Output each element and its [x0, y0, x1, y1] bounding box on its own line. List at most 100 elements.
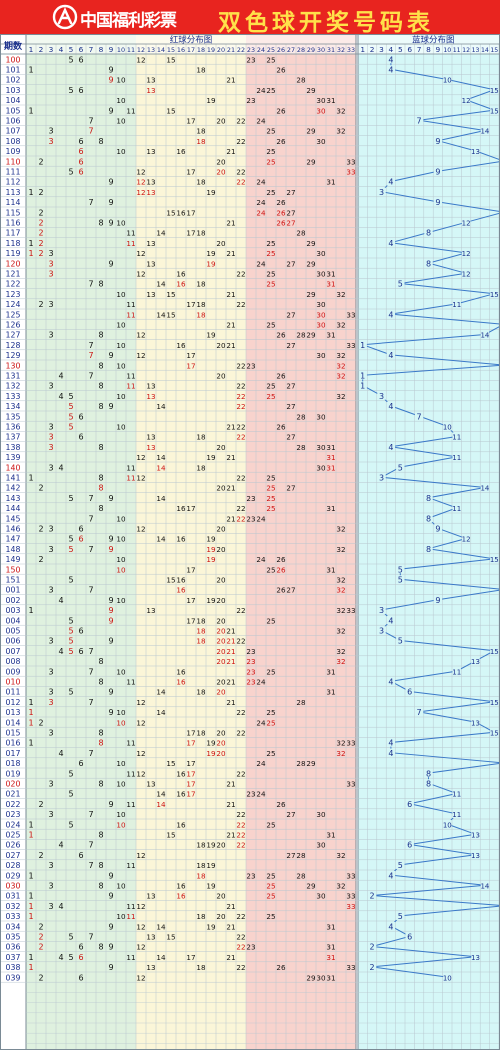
period-label: 138: [6, 443, 21, 452]
red-ball-number: 32: [336, 372, 345, 381]
red-ball-number: 25: [266, 484, 275, 493]
blue-ball-bg: [377, 605, 386, 614]
blue-col-header: 6: [407, 45, 412, 54]
period-label: 004: [6, 616, 21, 625]
blue-ball-number: 8: [426, 494, 431, 503]
period-label: 146: [6, 525, 21, 534]
red-ball-number: 30: [316, 810, 326, 819]
red-ball-number: 24: [256, 555, 266, 564]
red-ball-number: 25: [266, 280, 275, 289]
red-ball-number: 21: [226, 831, 235, 840]
red-ball-number: 29: [306, 759, 316, 768]
red-ball-number: 9: [108, 545, 113, 554]
red-ball-number: 16: [176, 667, 186, 676]
red-ball-number: 23: [246, 871, 255, 880]
red-ball-number: 9: [108, 351, 113, 360]
red-col-header: 14: [157, 46, 165, 54]
period-label: 015: [6, 729, 21, 738]
blue-ball-bg: [386, 401, 396, 410]
red-ball-number: 14: [156, 453, 166, 462]
blue-ball-bg: [424, 228, 433, 237]
period-label: 021: [6, 790, 21, 799]
blue-ball-number: 12: [462, 220, 471, 228]
red-ball-number: 11: [126, 106, 135, 115]
red-ball-number: 32: [336, 545, 345, 554]
blue-ball-number: 10: [443, 77, 452, 85]
red-ball-number: 5: [68, 637, 73, 646]
red-ball-number: 13: [146, 76, 155, 85]
red-ball-number: 13: [146, 178, 155, 187]
red-ball-number: 24: [256, 514, 266, 523]
red-ball-number: 18: [196, 637, 206, 646]
red-ball-number: 28: [296, 76, 306, 85]
red-ball-number: 9: [108, 708, 113, 717]
period-label: 130: [6, 361, 21, 370]
red-ball-number: 4: [58, 749, 63, 758]
red-col-header: 3: [49, 45, 54, 54]
blue-ball-number: 11: [452, 301, 461, 309]
red-ball-number: 6: [78, 759, 83, 768]
period-label: 100: [6, 55, 21, 64]
red-ball-number: 18: [196, 627, 206, 636]
red-ball-number: 20: [216, 657, 226, 666]
period-label: 117: [6, 229, 21, 238]
blue-ball-bg: [405, 799, 414, 808]
red-ball-number: 27: [286, 484, 295, 493]
red-ball-number: 22: [236, 402, 245, 411]
red-ball-number: 33: [346, 157, 355, 166]
blue-ball-bg: [367, 962, 377, 971]
red-ball-number: 2: [38, 851, 43, 860]
red-ball-number: 16: [176, 892, 186, 901]
red-ball-number: 32: [336, 127, 345, 136]
red-ball-number: 25: [266, 667, 275, 676]
blue-ball-bg: [471, 952, 480, 961]
blue-ball-bg: [414, 116, 424, 125]
red-ball-number: 12: [136, 851, 145, 860]
red-ball-number: 3: [48, 586, 53, 595]
red-ball-number: 25: [266, 820, 275, 829]
red-ball-number: 9: [108, 616, 113, 625]
red-ball-number: 20: [216, 341, 226, 350]
red-ball-number: 18: [196, 729, 206, 738]
red-ball-number: 25: [266, 55, 275, 64]
period-label: 116: [6, 219, 21, 228]
red-ball-number: 11: [126, 239, 135, 248]
red-ball-number: 26: [276, 66, 286, 75]
red-ball-number: 32: [336, 361, 345, 370]
period-label: 009: [6, 667, 21, 676]
red-ball-number: 3: [48, 882, 53, 891]
red-ball-number: 11: [126, 902, 135, 911]
red-ball-number: 27: [286, 310, 295, 319]
red-ball-number: 7: [88, 810, 93, 819]
red-ball-number: 29: [306, 973, 316, 982]
red-ball-number: 29: [306, 882, 316, 891]
red-ball-number: 9: [108, 606, 113, 615]
period-label: 101: [6, 66, 21, 75]
blue-ball-number: 9: [435, 525, 440, 534]
red-ball-number: 15: [166, 55, 175, 64]
blue-ball-number: 4: [388, 871, 393, 880]
red-ball-number: 19: [206, 535, 216, 544]
red-ball-number: 10: [116, 780, 126, 789]
red-ball-number: 26: [276, 331, 286, 340]
red-ball-number: 16: [176, 576, 186, 585]
red-ball-number: 33: [346, 963, 355, 972]
red-ball-number: 10: [116, 423, 126, 432]
red-ball-number: 10: [116, 147, 126, 156]
red-ball-number: 9: [108, 596, 113, 605]
period-label: 109: [6, 147, 21, 156]
red-col-header: 29: [307, 46, 315, 54]
period-label: 005: [6, 627, 21, 636]
red-ball-number: 1: [28, 188, 33, 197]
blue-ball-number: 12: [462, 271, 471, 279]
blue-ball-number: 15: [490, 291, 499, 299]
red-ball-number: 19: [206, 249, 216, 258]
red-col-header: 20: [217, 46, 225, 54]
red-ball-number: 13: [146, 963, 155, 972]
red-ball-number: 18: [196, 688, 206, 697]
red-ball-number: 10: [116, 290, 126, 299]
blue-ball-bg: [452, 452, 461, 461]
red-ball-number: 30: [316, 96, 326, 105]
red-ball-number: 11: [126, 861, 135, 870]
period-label: 114: [6, 198, 21, 207]
